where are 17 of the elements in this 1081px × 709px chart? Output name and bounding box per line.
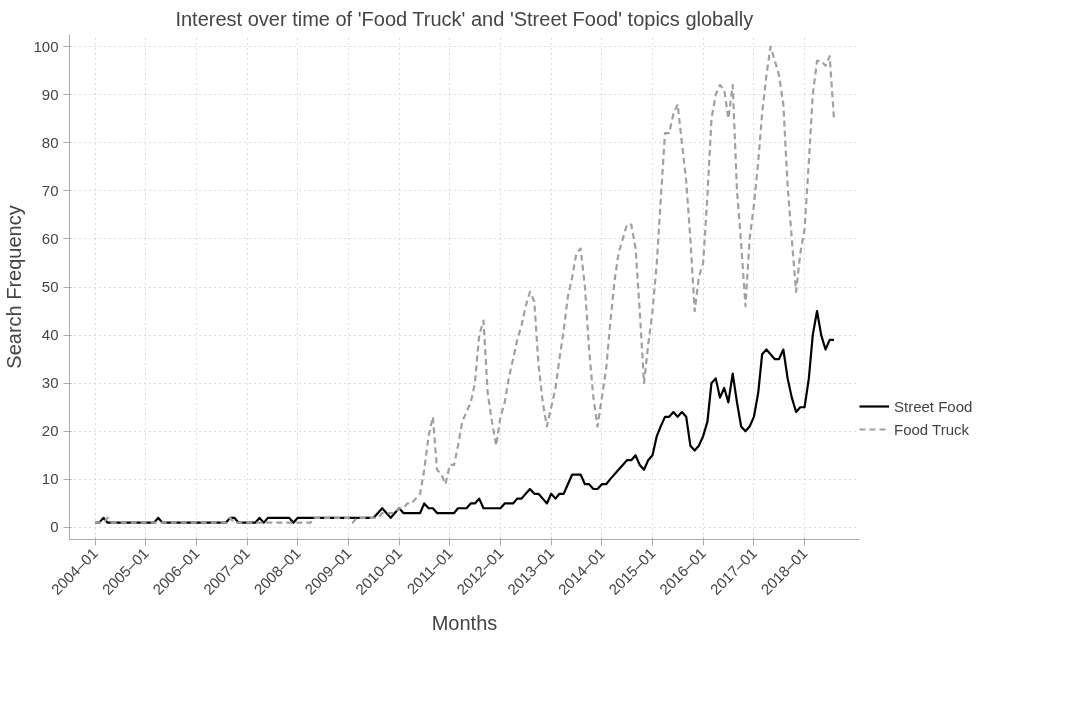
y-axis-title: Search Frequency [3, 205, 26, 369]
y-tick-label: 30 [41, 374, 59, 392]
legend-label: Street Food [894, 397, 973, 415]
chart-title: Interest over time of 'Food Truck' and 'Street Food' topics globally [175, 7, 754, 30]
y-tick-label: 40 [41, 326, 59, 344]
x-axis-title: Months [431, 611, 498, 634]
y-tick-label: 10 [41, 470, 59, 488]
y-tick-label: 80 [41, 133, 59, 151]
y-tick-label: 100 [33, 37, 59, 55]
y-tick-label: 50 [41, 278, 59, 295]
y-tick-label: 60 [41, 229, 59, 247]
y-tick-label: 90 [41, 85, 59, 103]
y-tick-label: 0 [50, 518, 59, 536]
line-series [93, 45, 836, 524]
y-tick-label: 20 [41, 422, 59, 440]
legend-label: Food Truck [894, 420, 970, 438]
y-tick-label: 70 [41, 181, 59, 199]
